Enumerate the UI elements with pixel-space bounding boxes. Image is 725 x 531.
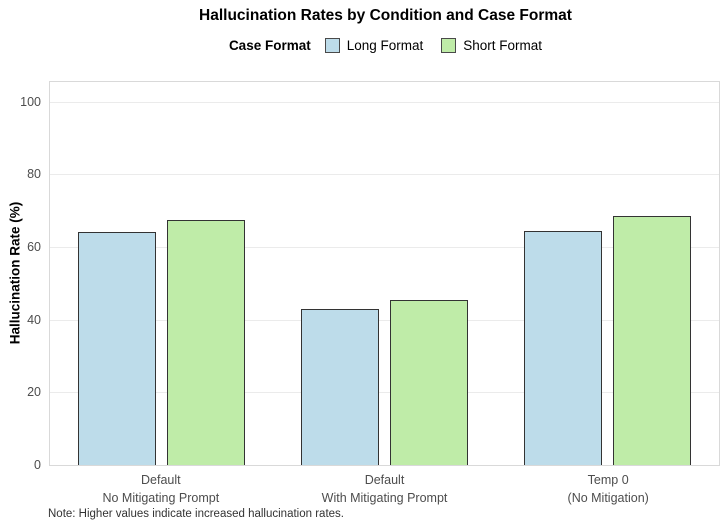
legend-title: Case Format xyxy=(228,37,311,53)
plot-panel: 0 20 40 60 80 100 xyxy=(20,81,720,472)
x-axis-label-2: Default With Mitigating Prompt xyxy=(273,472,497,507)
gridline-20 xyxy=(50,392,719,394)
bar-group-2 xyxy=(273,82,496,465)
x-axis-labels: Default No Mitigating Prompt Default With M… xyxy=(49,472,720,507)
y-tick-label-0: 0 xyxy=(34,458,41,472)
bar-long-format-group1 xyxy=(78,232,156,465)
x-axis-label-1: Default No Mitigating Prompt xyxy=(49,472,273,507)
bar-long-format-group2 xyxy=(301,308,379,465)
x-axis-label-3: Temp 0 (No Mitigation) xyxy=(496,472,720,507)
x-axis-label-line: Default xyxy=(141,473,181,487)
y-tick-label-80: 80 xyxy=(27,167,41,182)
legend-items: Long Format Short Format xyxy=(324,37,543,53)
gridline-40 xyxy=(50,319,719,321)
x-axis-label-line: (No Mitigation) xyxy=(567,490,649,505)
footnote: Note: Higher values indicate increased h… xyxy=(48,508,344,520)
chart-title: Hallucination Rates by Condition and Cas… xyxy=(199,7,572,24)
x-axis-label-line: No Mitigating Prompt xyxy=(102,490,220,505)
bar-groups xyxy=(50,82,719,465)
gridline-100 xyxy=(50,101,719,103)
legend-swatch-short-format xyxy=(441,37,457,53)
x-axis-label-line: Default xyxy=(364,473,405,487)
legend-swatch-long-format xyxy=(324,37,340,53)
legend-label-short-format: Short Format xyxy=(463,37,543,53)
bar-short-format-group3 xyxy=(613,216,691,465)
bar-long-format-group3 xyxy=(524,230,602,465)
legend: Case Format Long Format Short Format xyxy=(49,36,722,54)
y-tick-label-60: 60 xyxy=(27,239,41,254)
y-tick-label-100: 100 xyxy=(20,94,41,109)
y-axis-title: Hallucination Rate (%) xyxy=(7,201,23,345)
legend-item-long-format: Long Format xyxy=(324,37,424,53)
gridline-80 xyxy=(50,174,719,176)
bar-short-format-group1 xyxy=(167,219,245,465)
legend-label-long-format: Long Format xyxy=(346,37,424,53)
y-tick-label-20: 20 xyxy=(27,385,41,400)
bar-group-3 xyxy=(496,82,719,465)
x-axis-label-line: With Mitigating Prompt xyxy=(321,490,448,505)
legend-item-short-format: Short Format xyxy=(441,37,543,53)
bar-group-1 xyxy=(50,82,273,465)
y-tick-label-40: 40 xyxy=(27,312,41,327)
gridline-60 xyxy=(50,246,719,248)
x-axis-label-line: Temp 0 xyxy=(587,473,629,487)
bar-short-format-group2 xyxy=(390,300,468,465)
